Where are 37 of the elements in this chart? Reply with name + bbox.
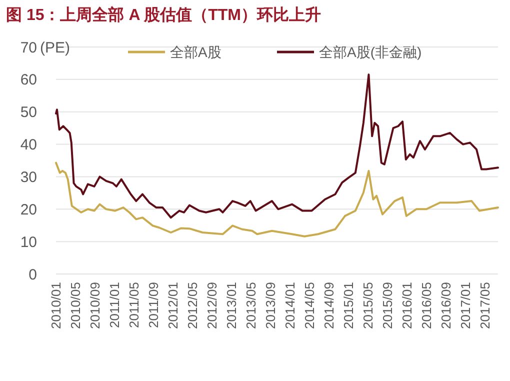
x-tick-label: 2010/01	[48, 282, 64, 329]
x-tick-label: 2011/05	[126, 282, 142, 328]
x-tick-label: 2013/09	[263, 282, 278, 329]
x-tick-label: 2016/05	[418, 282, 434, 329]
y-tick-label: 20	[20, 201, 37, 218]
x-tick-label: 2016/09	[438, 282, 454, 329]
x-tick-label: 2011/01	[107, 282, 122, 328]
y-tick-label: 70	[20, 39, 37, 56]
x-tick-label: 2012/01	[166, 282, 180, 329]
x-tick-label: 2015/09	[380, 282, 396, 329]
x-tick-label: 2011/09	[146, 282, 161, 328]
x-tick-label: 2014/01	[282, 282, 298, 329]
x-tick-label: 2015/01	[341, 282, 356, 329]
x-tick-label: 2017/01	[458, 282, 474, 329]
x-tick-label: 2013/05	[243, 282, 258, 329]
x-tick-label: 2014/09	[322, 282, 337, 329]
y-tick-label: 10	[20, 234, 37, 251]
y-axis-title: (PE)	[40, 39, 70, 56]
y-tick-label: 60	[20, 72, 37, 89]
x-tick-label: 2010/05	[68, 282, 83, 329]
x-tick-label: 2012/09	[204, 282, 220, 329]
x-tick-label: 2013/01	[224, 282, 240, 329]
x-tick-label: 2016/01	[400, 282, 415, 329]
y-tick-label: 30	[20, 168, 37, 186]
x-tick-label: 2017/05	[477, 282, 492, 329]
y-tick-label: 40	[20, 136, 37, 154]
y-tick-label: 0	[28, 266, 37, 284]
x-tick-label: 2012/05	[184, 282, 200, 329]
legend-label: 全部A股	[170, 44, 222, 60]
x-tick-label: 2014/05	[302, 282, 317, 329]
y-tick-label: 50	[20, 104, 37, 122]
legend-label: 全部A股(非金融)	[319, 44, 422, 60]
x-tick-label: 2015/05	[360, 282, 376, 329]
x-tick-label: 2010/09	[87, 282, 102, 329]
chart-title: 图 15：上周全部 A 股估值（TTM）环比上升	[6, 6, 321, 24]
line-series	[55, 162, 499, 238]
line-series	[55, 74, 499, 219]
